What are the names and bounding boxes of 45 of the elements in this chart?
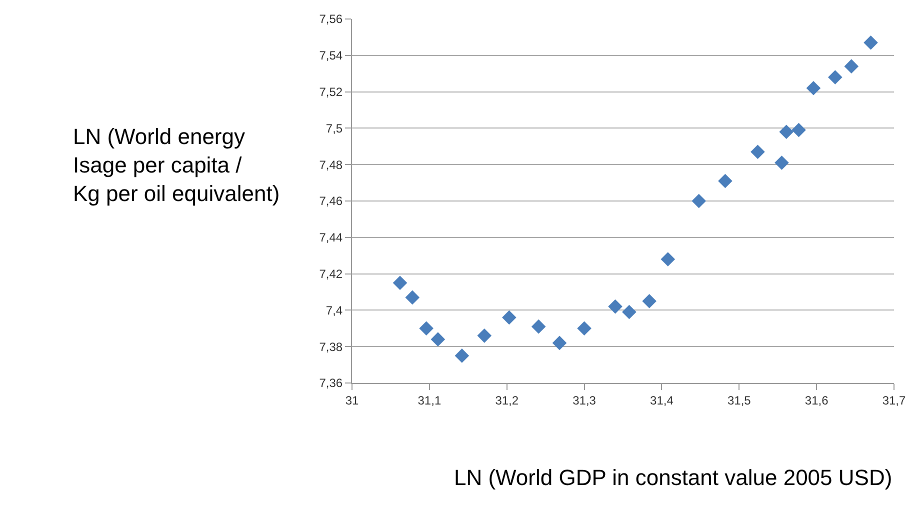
x-tick-label: 31,3 <box>572 393 596 408</box>
point <box>405 290 420 305</box>
point <box>750 144 765 160</box>
point <box>692 194 706 208</box>
point <box>531 319 546 334</box>
point <box>718 174 732 188</box>
y-tick-label: 7,42 <box>319 267 343 281</box>
y-tick-label: 7,52 <box>319 85 343 99</box>
y-axis-title: LN (World energy Isage per capita / Kg per oil equivalent) <box>73 124 280 206</box>
x-tick-label: 31,5 <box>727 393 752 408</box>
x-tick-label: 31,4 <box>650 393 674 408</box>
y-tick-label: 7,4 <box>326 303 343 318</box>
x-tick-label: 31,2 <box>495 393 519 408</box>
y-tick-label: 7,48 <box>319 158 343 172</box>
y-tick-label: 7,5 <box>326 121 343 136</box>
y-tick-label: 7,44 <box>319 230 343 245</box>
point <box>392 276 408 290</box>
point <box>642 294 656 308</box>
point <box>477 328 492 343</box>
point <box>806 81 821 96</box>
point <box>622 304 636 320</box>
point <box>502 310 516 325</box>
point <box>828 70 842 84</box>
point <box>419 321 434 336</box>
point <box>608 299 622 314</box>
y-tick-label: 7,46 <box>319 194 343 208</box>
point <box>779 124 794 139</box>
y-tick-label: 7,56 <box>319 12 343 26</box>
point <box>552 336 567 350</box>
point <box>864 36 878 50</box>
x-tick-label: 31,7 <box>882 393 906 408</box>
point <box>430 332 446 346</box>
x-axis-title: LN (World GDP in constant value 2005 USD) <box>454 465 892 490</box>
x-tick-label: 31,1 <box>418 393 442 408</box>
y-tick-label: 7,54 <box>319 48 343 63</box>
x-tick-label: 31,6 <box>804 393 829 408</box>
point <box>577 321 592 336</box>
point <box>844 59 859 74</box>
point <box>774 156 789 170</box>
x-tick-label: 31 <box>345 393 359 408</box>
point <box>792 122 806 138</box>
y-tick-label: 7,38 <box>319 340 343 354</box>
point <box>660 252 676 266</box>
point <box>454 348 470 363</box>
y-tick-label: 7,36 <box>319 376 343 390</box>
